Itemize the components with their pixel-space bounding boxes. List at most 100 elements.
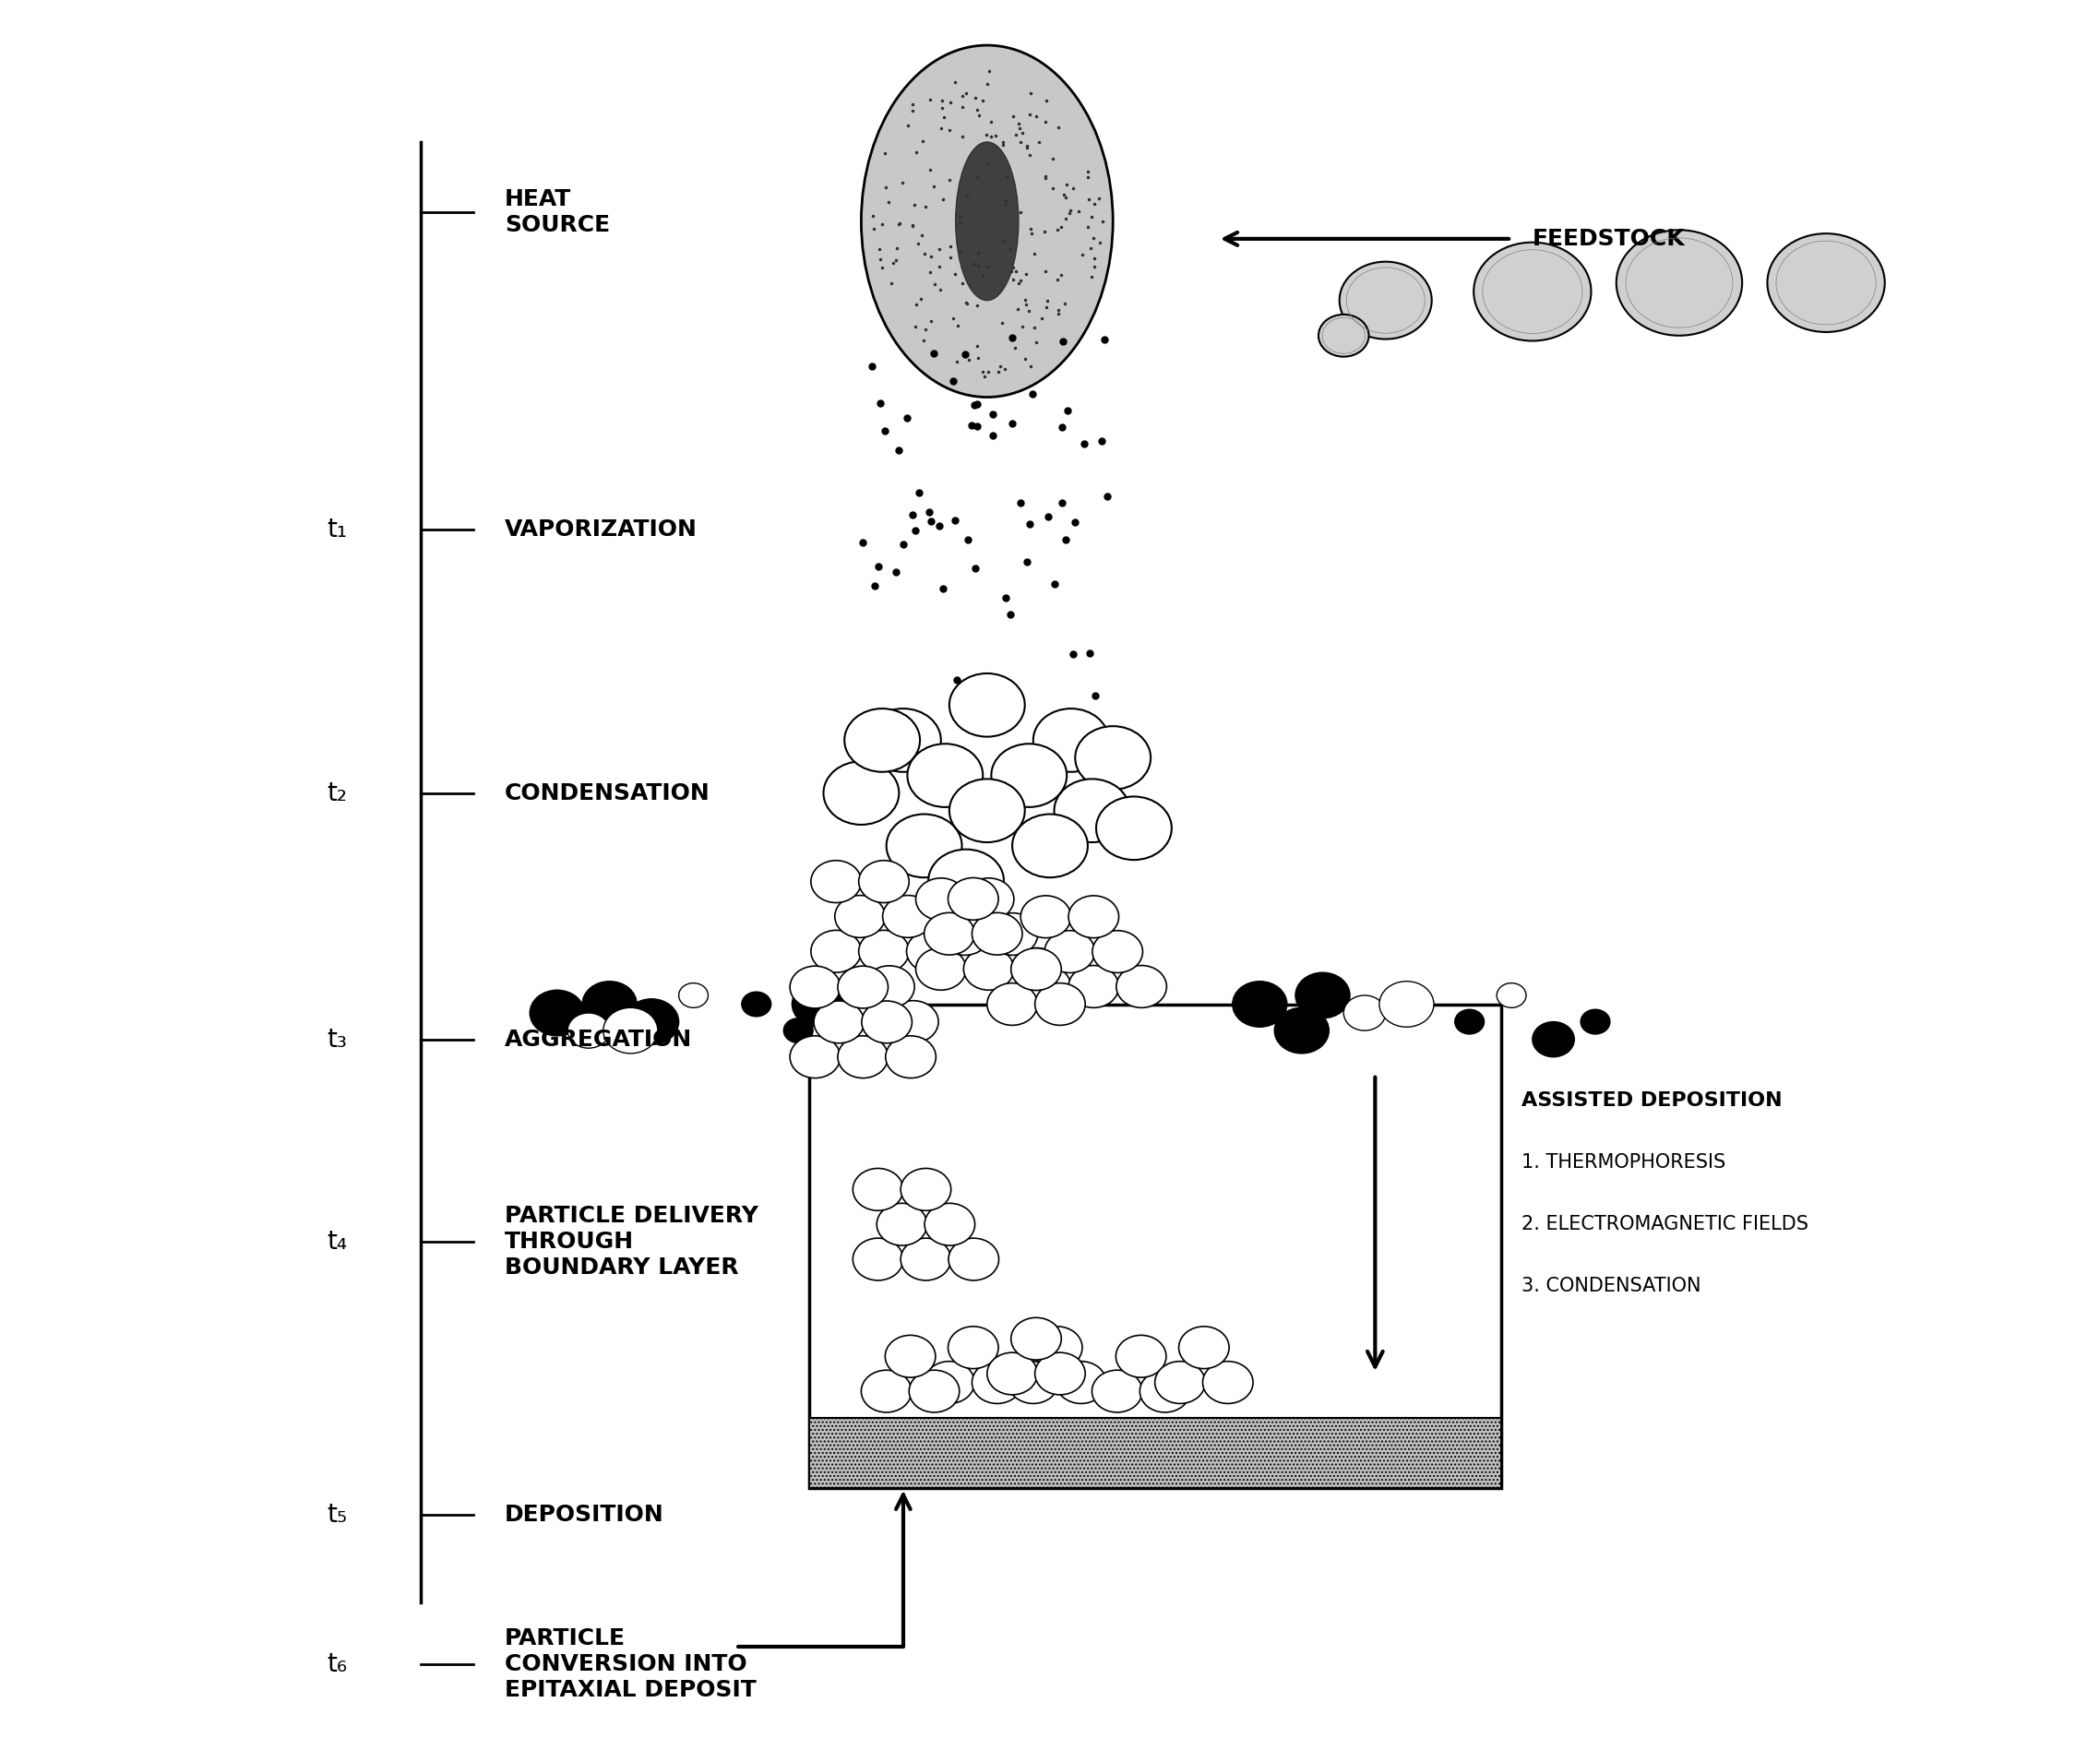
Circle shape bbox=[1140, 1371, 1191, 1413]
Text: t₂: t₂ bbox=[328, 781, 346, 805]
Circle shape bbox=[1069, 895, 1119, 937]
Circle shape bbox=[947, 1327, 998, 1369]
Text: PARTICLE DELIVERY
THROUGH
BOUNDARY LAYER: PARTICLE DELIVERY THROUGH BOUNDARY LAYER bbox=[504, 1205, 758, 1279]
Circle shape bbox=[624, 999, 678, 1045]
Circle shape bbox=[741, 992, 771, 1017]
Circle shape bbox=[783, 1018, 813, 1043]
Circle shape bbox=[1455, 1010, 1485, 1034]
Circle shape bbox=[1031, 1327, 1082, 1369]
Circle shape bbox=[916, 877, 966, 920]
Circle shape bbox=[1581, 1010, 1611, 1034]
Circle shape bbox=[1155, 1362, 1205, 1404]
Circle shape bbox=[987, 1353, 1037, 1396]
Circle shape bbox=[949, 1239, 1000, 1281]
Circle shape bbox=[1044, 930, 1094, 973]
Circle shape bbox=[886, 1036, 937, 1078]
Text: PARTICLE
CONVERSION INTO
EPITAXIAL DEPOSIT: PARTICLE CONVERSION INTO EPITAXIAL DEPOS… bbox=[504, 1628, 756, 1700]
Text: t₆: t₆ bbox=[328, 1651, 346, 1677]
Circle shape bbox=[859, 930, 909, 973]
Text: t₃: t₃ bbox=[328, 1027, 346, 1052]
Circle shape bbox=[840, 1001, 890, 1043]
Text: t₁: t₁ bbox=[328, 516, 346, 543]
Circle shape bbox=[823, 761, 899, 825]
Text: AGGREGATION: AGGREGATION bbox=[504, 1029, 693, 1050]
Circle shape bbox=[1115, 1336, 1166, 1378]
Circle shape bbox=[1344, 996, 1386, 1031]
Circle shape bbox=[1010, 1318, 1060, 1360]
Text: DEPOSITION: DEPOSITION bbox=[504, 1503, 664, 1526]
Circle shape bbox=[928, 849, 1004, 913]
Circle shape bbox=[907, 930, 958, 973]
Text: t₅: t₅ bbox=[328, 1501, 346, 1528]
Circle shape bbox=[972, 913, 1023, 955]
Circle shape bbox=[1617, 231, 1743, 335]
Circle shape bbox=[909, 1371, 960, 1413]
Circle shape bbox=[865, 708, 941, 772]
Circle shape bbox=[1056, 1362, 1107, 1404]
Circle shape bbox=[924, 1362, 974, 1404]
Text: t₄: t₄ bbox=[328, 1228, 346, 1255]
Circle shape bbox=[1319, 314, 1369, 356]
Circle shape bbox=[861, 1001, 911, 1043]
Circle shape bbox=[836, 895, 884, 937]
Circle shape bbox=[972, 1362, 1023, 1404]
Circle shape bbox=[1092, 930, 1142, 973]
Circle shape bbox=[529, 990, 584, 1036]
Circle shape bbox=[1340, 263, 1432, 338]
Circle shape bbox=[949, 673, 1025, 737]
Text: 1. THERMOPHORESIS: 1. THERMOPHORESIS bbox=[1522, 1154, 1726, 1172]
Text: 3. CONDENSATION: 3. CONDENSATION bbox=[1522, 1276, 1701, 1295]
Circle shape bbox=[678, 983, 708, 1008]
Circle shape bbox=[1035, 983, 1086, 1025]
Circle shape bbox=[603, 1008, 657, 1054]
Text: CONDENSATION: CONDENSATION bbox=[504, 782, 710, 803]
Circle shape bbox=[1008, 1362, 1058, 1404]
Circle shape bbox=[811, 860, 861, 902]
Circle shape bbox=[1178, 1327, 1228, 1369]
Circle shape bbox=[924, 1203, 974, 1246]
Circle shape bbox=[888, 1001, 939, 1043]
Circle shape bbox=[947, 877, 998, 920]
Circle shape bbox=[1010, 948, 1060, 990]
Circle shape bbox=[1474, 243, 1592, 340]
Circle shape bbox=[790, 1036, 840, 1078]
Circle shape bbox=[987, 913, 1037, 955]
Circle shape bbox=[1117, 966, 1168, 1008]
Circle shape bbox=[1096, 796, 1172, 860]
Circle shape bbox=[1296, 973, 1350, 1018]
Circle shape bbox=[884, 1336, 934, 1378]
Bar bbox=[808, 1004, 1502, 1487]
Circle shape bbox=[1035, 1353, 1086, 1396]
Circle shape bbox=[916, 948, 966, 990]
Circle shape bbox=[1069, 966, 1119, 1008]
Circle shape bbox=[567, 1013, 609, 1048]
Circle shape bbox=[991, 744, 1067, 807]
Text: 2. ELECTROMAGNETIC FIELDS: 2. ELECTROMAGNETIC FIELDS bbox=[1522, 1214, 1808, 1233]
Circle shape bbox=[792, 981, 846, 1027]
Circle shape bbox=[1380, 981, 1434, 1027]
Circle shape bbox=[1033, 708, 1109, 772]
Circle shape bbox=[865, 966, 914, 1008]
Circle shape bbox=[924, 913, 974, 955]
Circle shape bbox=[987, 983, 1037, 1025]
Circle shape bbox=[1012, 814, 1088, 877]
Circle shape bbox=[878, 1203, 926, 1246]
Circle shape bbox=[1021, 895, 1071, 937]
Circle shape bbox=[1497, 983, 1527, 1008]
Circle shape bbox=[815, 1001, 865, 1043]
Circle shape bbox=[1012, 948, 1063, 990]
Circle shape bbox=[1533, 1022, 1575, 1057]
Circle shape bbox=[861, 1371, 911, 1413]
Circle shape bbox=[853, 1168, 903, 1210]
Ellipse shape bbox=[861, 46, 1113, 396]
Bar bbox=[808, 1418, 1502, 1487]
Circle shape bbox=[1075, 726, 1151, 789]
Text: FEEDSTOCK: FEEDSTOCK bbox=[1533, 227, 1684, 250]
Circle shape bbox=[838, 966, 888, 1008]
Circle shape bbox=[1203, 1362, 1254, 1404]
Circle shape bbox=[1275, 1008, 1329, 1054]
Circle shape bbox=[907, 744, 983, 807]
Circle shape bbox=[790, 966, 840, 1008]
Circle shape bbox=[838, 1036, 888, 1078]
Circle shape bbox=[1233, 981, 1287, 1027]
